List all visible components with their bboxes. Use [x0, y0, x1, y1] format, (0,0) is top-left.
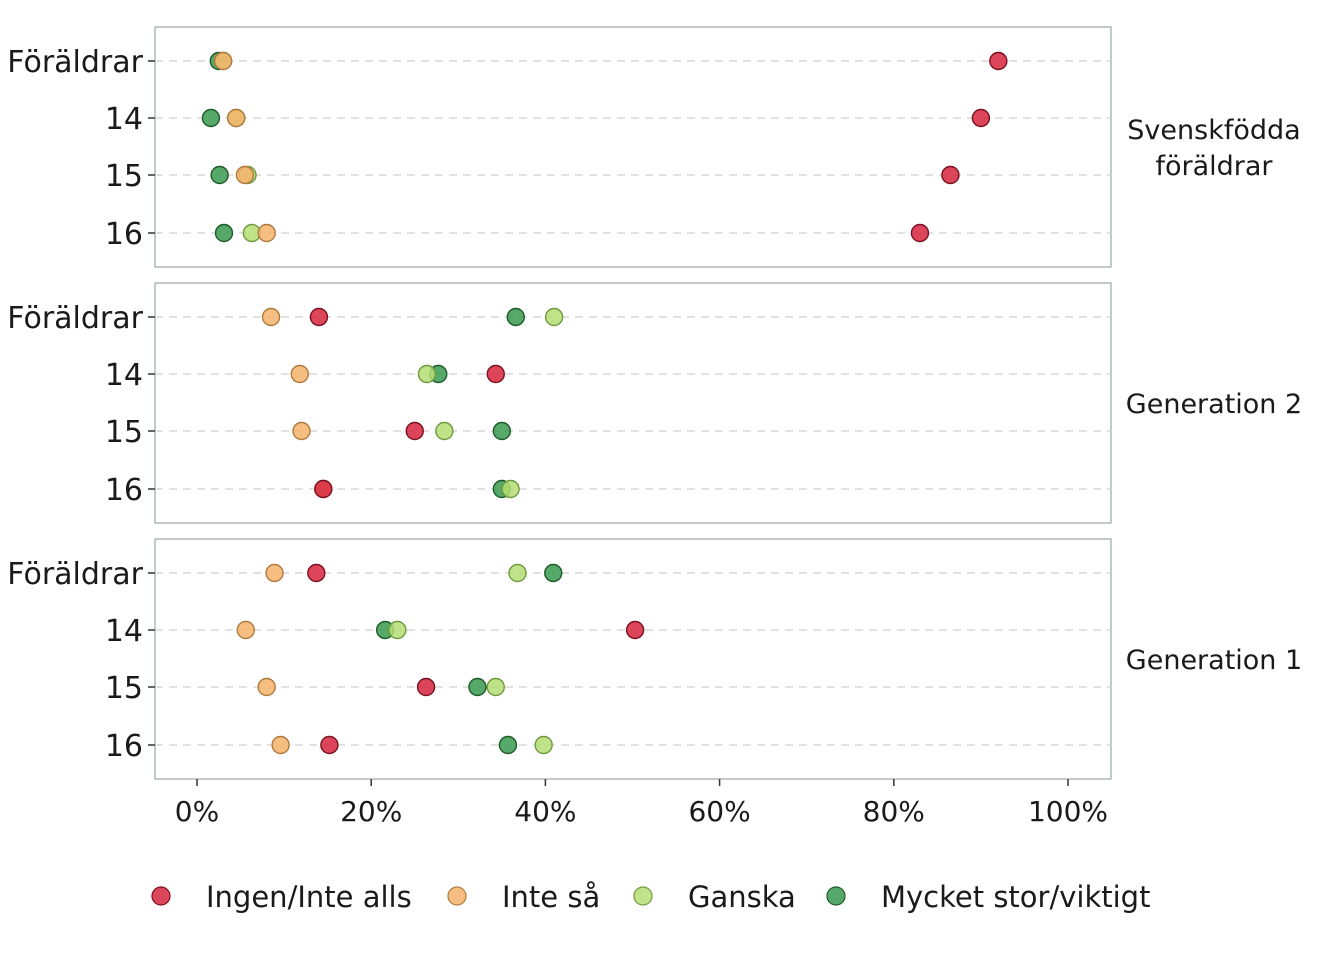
data-point: [492, 421, 512, 441]
x-tick-label: 20%: [340, 795, 402, 828]
data-point: [435, 421, 454, 441]
panel-1: Föräldrar 14 15 16 Svenskfödda föräldrar: [7, 26, 1301, 268]
data-point: [941, 165, 960, 185]
panel-2: Föräldrar 14 15 16 Generation 2: [7, 282, 1302, 524]
data-point: [388, 620, 407, 640]
legend-swatch: [151, 886, 171, 906]
legend-swatch: [826, 886, 846, 906]
legend: Ingen/Inte alls Inte så Ganska Mycket stor/…: [151, 880, 1150, 914]
y-tick-label: Föräldrar: [7, 45, 143, 80]
y-tick-label: Föräldrar: [7, 557, 143, 592]
data-point: [309, 307, 329, 327]
data-point: [307, 563, 326, 583]
data-point: [625, 620, 645, 640]
data-point: [214, 223, 234, 243]
data-point: [989, 51, 1008, 71]
x-axis: 0% 20% 40% 60% 80% 100%: [175, 779, 1108, 828]
legend-label: Mycket stor/viktigt: [881, 880, 1150, 914]
data-point: [486, 677, 505, 697]
panel-label: Generation 1: [1126, 645, 1302, 676]
data-point: [235, 165, 255, 185]
data-point: [508, 563, 527, 583]
y-tick-label: 14: [105, 614, 143, 649]
data-point: [236, 620, 255, 640]
data-point: [544, 307, 564, 327]
data-point: [416, 677, 436, 697]
legend-label: Inte så: [502, 880, 600, 914]
y-tick-label: 15: [105, 159, 143, 194]
data-point: [405, 421, 424, 441]
data-point: [971, 108, 991, 128]
y-tick-label: 14: [105, 358, 143, 393]
data-point: [210, 165, 229, 185]
data-point: [257, 677, 276, 697]
data-point: [534, 735, 553, 755]
data-point: [417, 364, 437, 384]
data-point: [910, 223, 930, 243]
y-tick-label: 15: [105, 415, 143, 450]
x-tick-label: 100%: [1028, 795, 1108, 828]
panel-label: Generation 2: [1126, 389, 1302, 420]
y-tick-label: 14: [105, 102, 143, 137]
y-tick-label: Föräldrar: [7, 301, 143, 336]
data-point: [468, 677, 487, 697]
data-point: [271, 735, 290, 755]
data-point: [257, 223, 276, 243]
panel-border: [154, 282, 1112, 524]
x-tick-label: 40%: [514, 795, 576, 828]
y-tick-label: 16: [105, 473, 143, 508]
data-point: [265, 563, 284, 583]
panel-label: föräldrar: [1155, 151, 1273, 182]
data-point: [314, 479, 333, 499]
data-point: [506, 307, 525, 327]
x-tick-label: 0%: [175, 795, 219, 828]
x-tick-label: 80%: [863, 795, 925, 828]
data-point: [498, 735, 518, 755]
data-point: [486, 364, 505, 384]
panel-border: [154, 26, 1112, 268]
data-point: [201, 108, 221, 128]
data-point: [544, 563, 563, 583]
legend-swatch: [447, 886, 467, 906]
panel-border: [154, 538, 1112, 780]
y-tick-label: 16: [105, 729, 143, 764]
panel-label: Svenskfödda: [1127, 115, 1300, 146]
data-point: [213, 51, 233, 71]
data-point: [501, 479, 520, 499]
y-tick-label: 15: [105, 671, 143, 706]
data-point: [292, 421, 311, 441]
legend-swatch: [633, 886, 653, 906]
data-point: [261, 307, 281, 327]
y-tick-label: 16: [105, 217, 143, 252]
legend-label: Ingen/Inte alls: [206, 880, 412, 914]
legend-label: Ganska: [688, 880, 796, 914]
x-tick-label: 60%: [688, 795, 750, 828]
data-point: [226, 108, 246, 128]
data-point: [290, 364, 309, 384]
panel-3: Föräldrar 14 15 16 Generation 1: [7, 538, 1302, 780]
data-point: [320, 735, 339, 755]
